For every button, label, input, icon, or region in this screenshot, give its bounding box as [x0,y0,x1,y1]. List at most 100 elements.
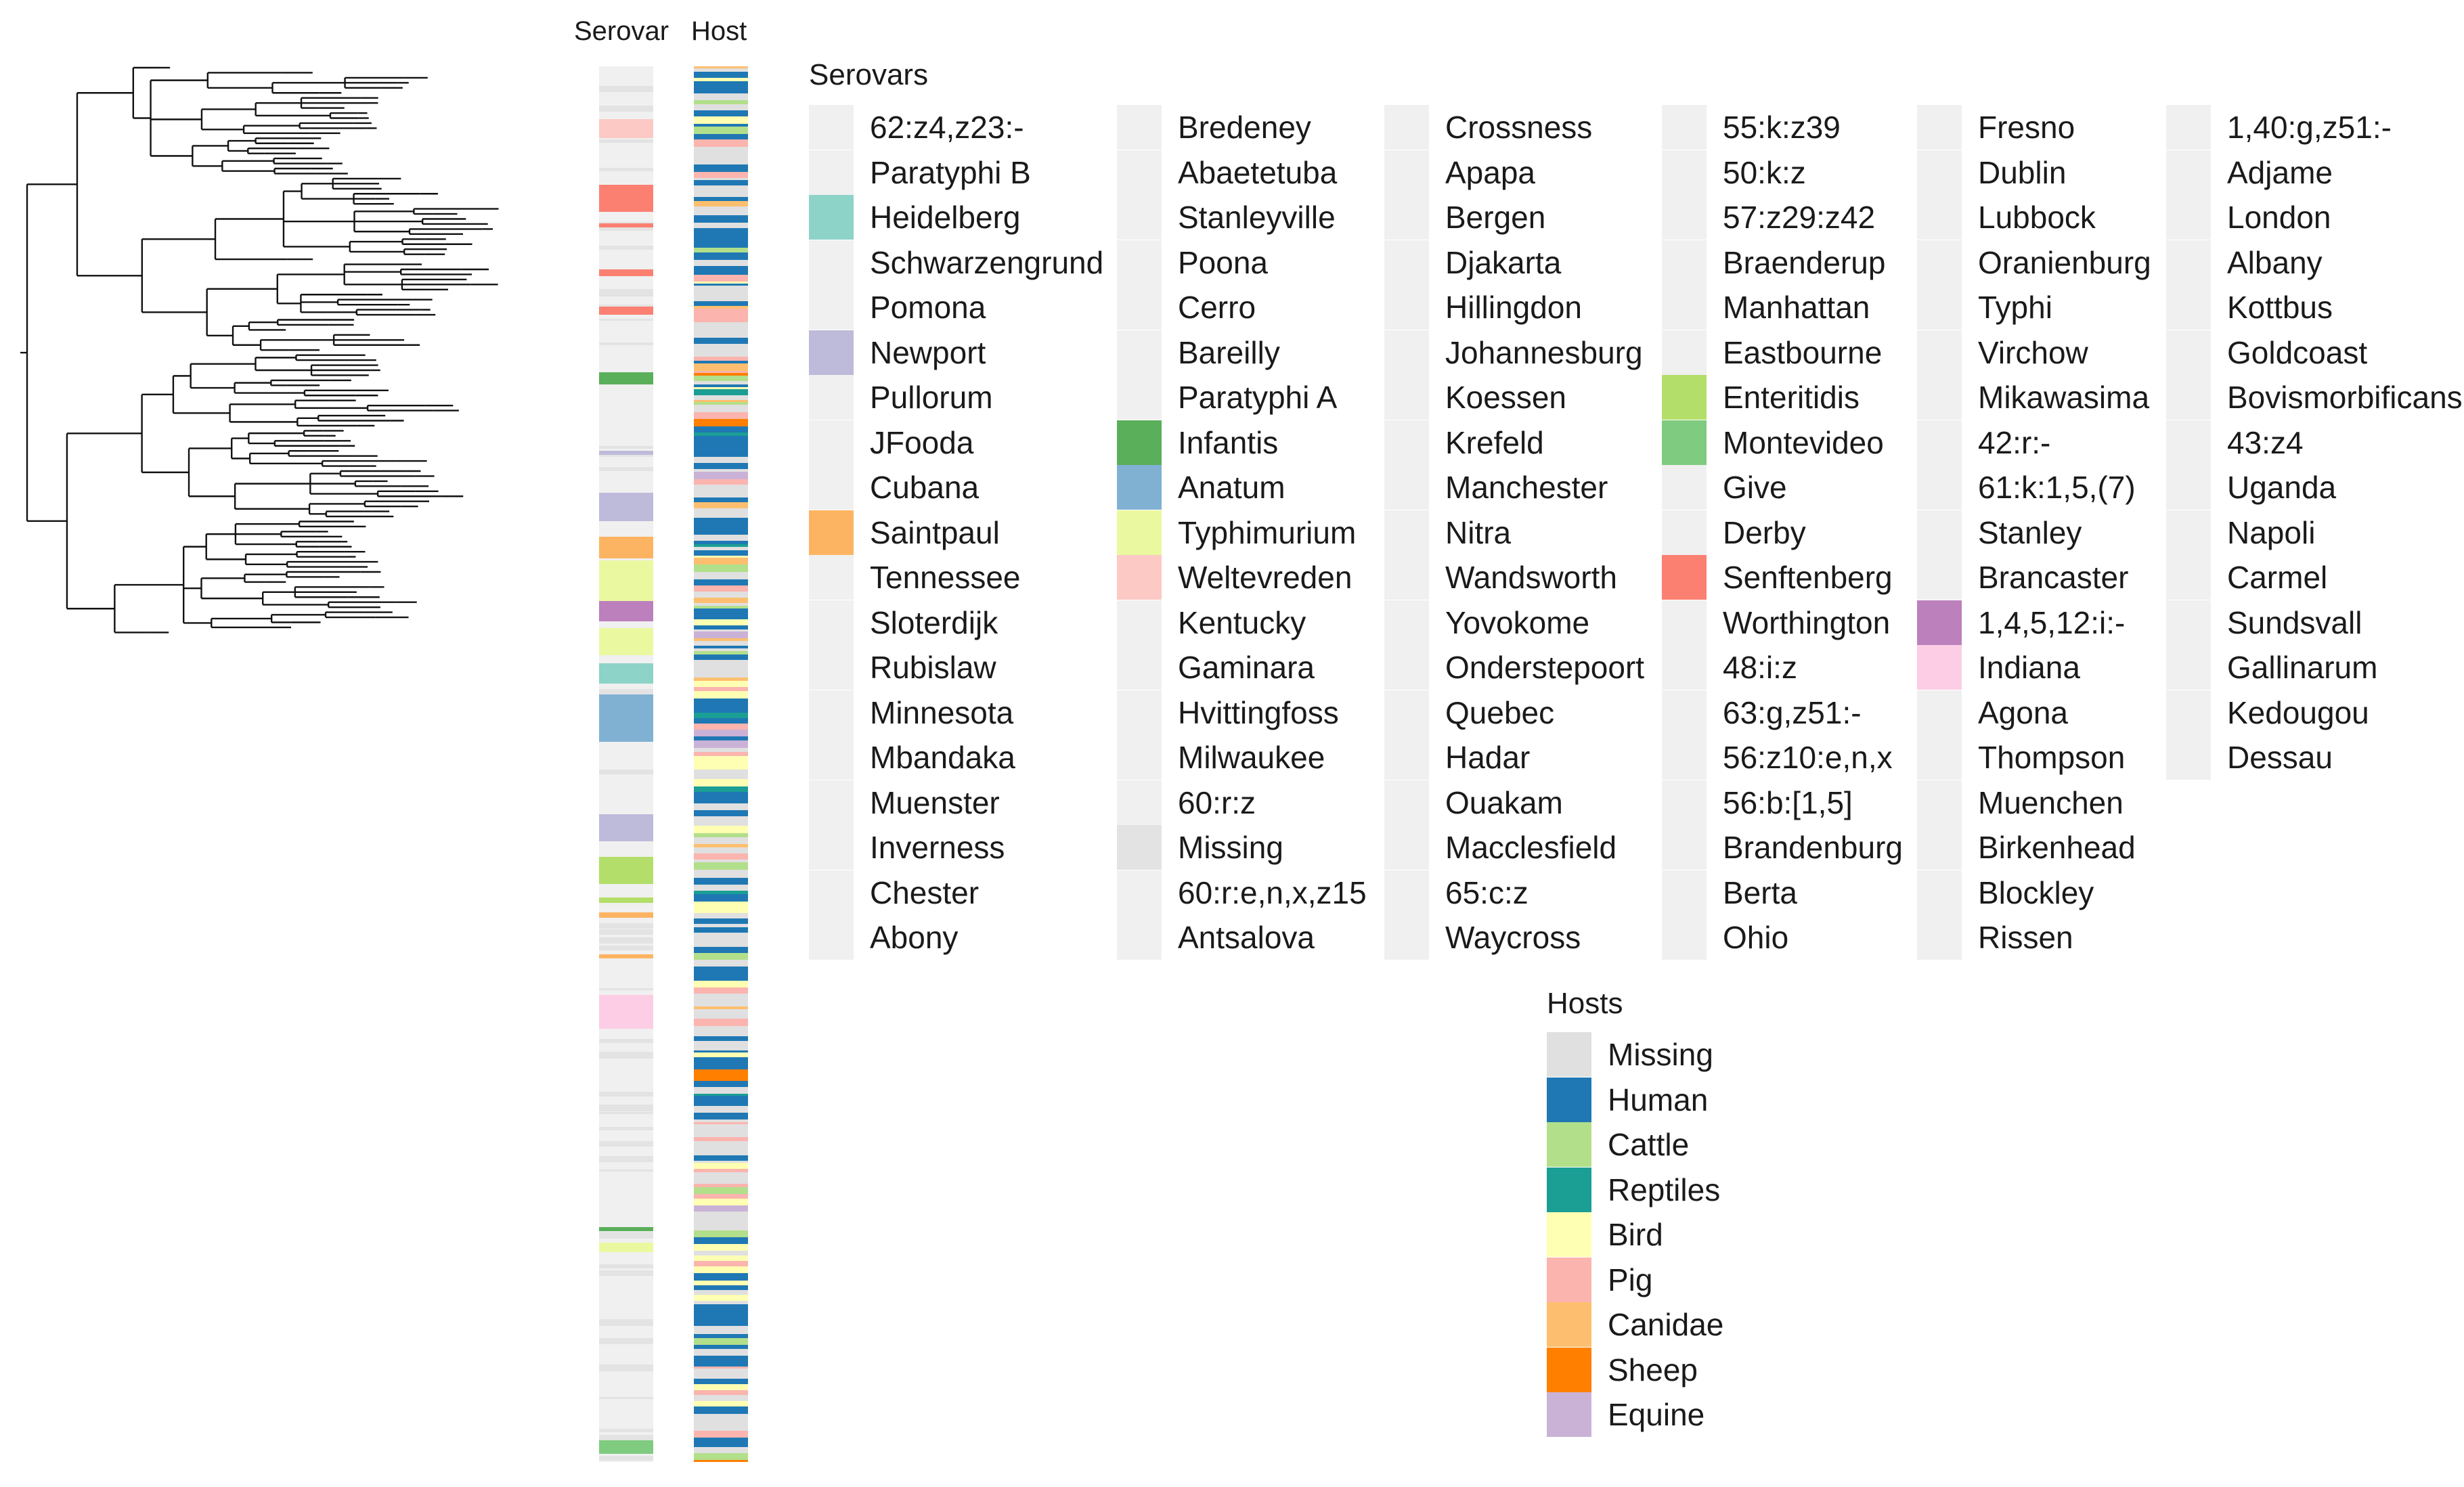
host-strip-band [694,502,748,508]
legend-label: Milwaukee [1178,740,1325,775]
host-strip-band [694,432,748,436]
host-strip-band [694,1338,748,1345]
host-strip-band [694,651,748,654]
legend-swatch [2166,195,2211,240]
serovar-strip-band [599,1243,653,1252]
legend-label: 62:z4,z23:- [870,110,1024,145]
serovar-strip-band [599,1112,653,1114]
host-strip-band [694,78,748,81]
host-strip-band [694,139,748,147]
host-strip-band [694,412,748,419]
serovar-strip-band [599,937,653,944]
host-strip-band [694,338,748,344]
legend-label: Mbandaka [870,740,1015,775]
legend-swatch [1917,690,1962,735]
host-strip-band [694,572,748,579]
legend-label: Sundsvall [2227,604,2362,640]
legend-label: Mikawasima [1978,380,2150,415]
host-strip-band [694,1169,748,1172]
host-strip-band [694,1081,748,1087]
host-strip-band [694,271,748,275]
host-column-header: Host [691,16,747,46]
host-strip-band [694,1148,748,1155]
host-strip-band [694,933,748,939]
legend-swatch [809,285,854,330]
host-strip-band [694,654,748,660]
host-strip-band [694,164,748,172]
host-strip-band [694,190,748,197]
host-strip-band [694,1063,748,1069]
serovar-strip-band [599,897,653,903]
host-strip-band [694,1438,748,1444]
legend-label: Blockley [1978,874,2094,910]
host-strip-band [694,100,748,104]
host-strip-band [694,479,748,485]
host-strip-band [694,885,748,891]
serovar-strip-band [599,770,653,774]
serovar-legend-title: Serovars [809,58,929,91]
serovar-strip-band [599,1364,653,1371]
legend-swatch [1917,285,1962,330]
serovar-strip-band [599,537,653,558]
legend-swatch [1917,645,1962,690]
host-strip-band [694,215,748,219]
legend-swatch [1917,825,1962,870]
host-strip-band [694,1253,748,1256]
host-strip-band [694,1453,748,1460]
host-strip-band [694,443,748,446]
legend-swatch [1384,915,1429,960]
host-strip-band [694,1273,748,1276]
legend-label: Adjame [2227,154,2333,190]
legend-label: Hillingdon [1445,290,1583,325]
legend-label: Infantis [1178,424,1279,460]
host-strip-band [694,373,748,376]
host-strip-band [694,752,748,756]
legend-swatch [1547,1167,1591,1212]
host-strip-band [694,592,748,594]
legend-swatch [1384,420,1429,465]
legend-swatch [1384,465,1429,510]
host-strip-band [694,550,748,556]
serovar-strip-band [599,1232,653,1237]
legend-swatch [1917,555,1962,600]
legend-label: Koessen [1445,380,1567,415]
legend-swatch [1384,375,1429,420]
serovar-strip-band [599,929,653,935]
host-strip-band [694,518,748,523]
host-strip-band [694,667,748,671]
host-strip-band [694,81,748,87]
host-strip-band [694,1009,748,1017]
serovar-strip-band [599,628,653,655]
legend-swatch [809,420,854,465]
legend-label: Senftenberg [1723,560,1893,595]
host-strip-band [694,535,748,541]
legend-swatch [1384,285,1429,330]
legend-swatch [1384,600,1429,645]
serovar-strip-band [599,995,653,1029]
host-strip-band [694,1205,748,1212]
host-strip-band [694,1212,748,1218]
legend-label: Hadar [1445,740,1531,775]
legend-swatch [1384,330,1429,375]
host-strip-band [694,1326,748,1331]
host-strip-band [694,920,748,924]
host-strip-band [694,974,748,981]
host-strip-band [694,772,748,779]
legend-label: Uganda [2227,470,2337,505]
host-strip-band [694,405,748,412]
serovar-strip-band [599,246,653,250]
serovar-strip-band [599,814,653,841]
legend-label: Lubbock [1978,200,2096,235]
host-strip-band [694,332,748,338]
serovar-strip-band [599,694,653,742]
host-strip-band [694,779,748,786]
legend-label: Eastbourne [1723,334,1883,370]
host-strip-band [694,395,748,400]
host-strip-band [694,671,748,673]
legend-label: Derby [1723,514,1806,550]
legend-label: Schwarzengrund [870,244,1104,280]
host-strip-band [694,1000,748,1006]
host-strip-band [694,1075,748,1081]
host-strip-band [694,1395,748,1401]
legend-label: Gaminara [1178,650,1315,685]
